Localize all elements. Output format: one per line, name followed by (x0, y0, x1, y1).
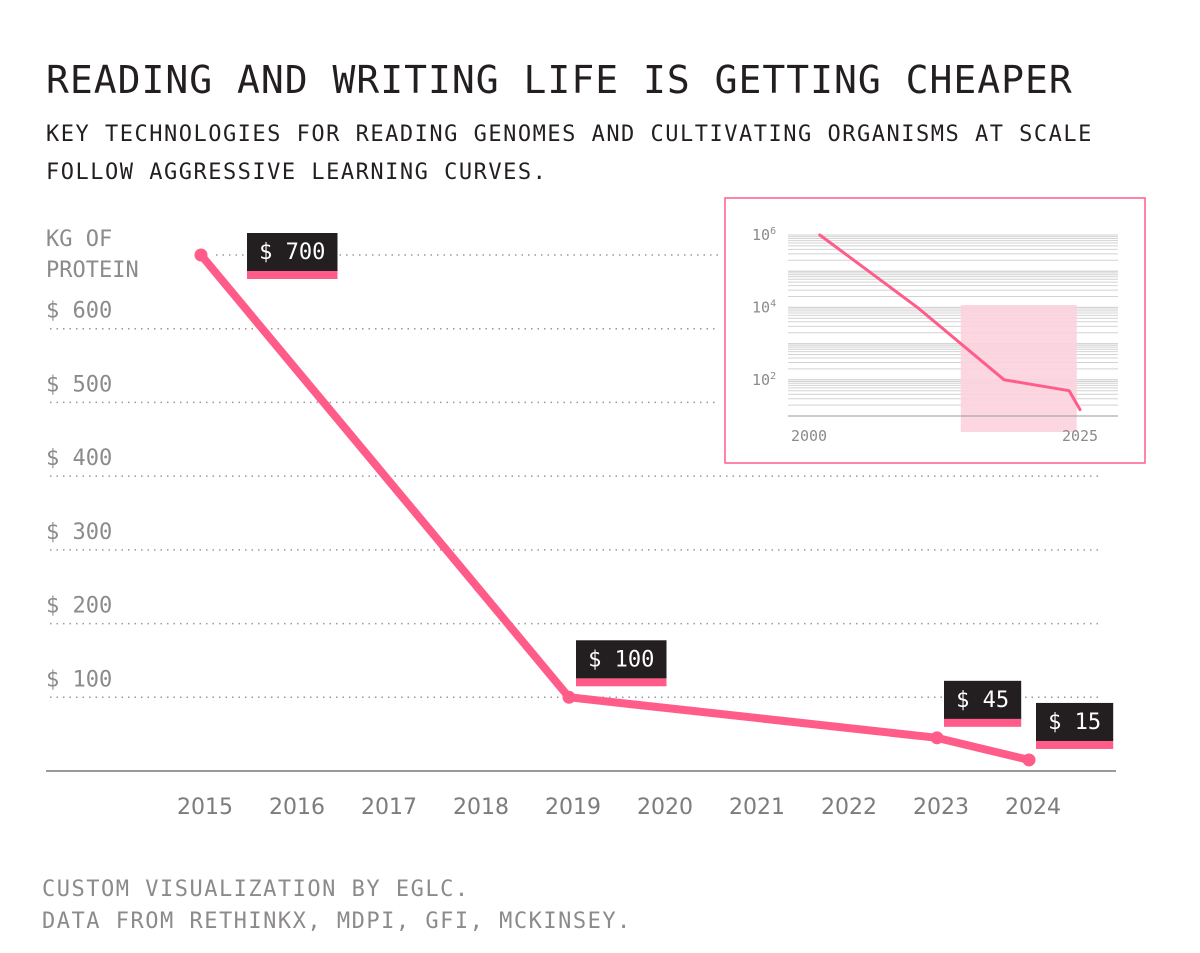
data-label-box (576, 640, 667, 679)
inset-series-line (818, 233, 1082, 412)
data-point (562, 690, 576, 704)
data-label-underline (247, 269, 338, 279)
x-tick-label: 2015 (177, 795, 233, 820)
y-axis-title-line1: KG OF (46, 227, 112, 252)
data-label-box (247, 233, 338, 271)
inset-frame (724, 197, 1146, 464)
data-label-text: $ 15 (1048, 710, 1101, 735)
data-label-box (1036, 702, 1114, 741)
x-tick-label: 2018 (453, 795, 509, 820)
y-tick-label: $ 400 (46, 446, 112, 471)
y-tick-label: $ 100 (46, 667, 112, 692)
inset-x-tick-labels: 2000 2025 (791, 427, 1098, 445)
x-tick-label: 2024 (1005, 795, 1061, 820)
chart-subtitle: KEY TECHNOLOGIES FOR READING GENOMES AND… (46, 122, 1093, 185)
y-axis-title-line2: PROTEIN (46, 258, 139, 283)
data-point (1022, 753, 1036, 767)
x-tick-label: 2019 (545, 795, 601, 820)
inset-x-tick-label: 2000 (791, 427, 827, 445)
y-tick-label: $ 200 (46, 594, 112, 619)
chart-title: READING AND WRITING LIFE IS GETTING CHEA… (46, 58, 1073, 102)
data-label-text: $ 700 (259, 240, 325, 265)
inset-highlight-region (960, 305, 1077, 432)
y-tick-label: $ 300 (46, 520, 112, 545)
x-tick-labels: 2015 2016 2017 2018 2019 2020 2021 2022 2023 2024 (177, 795, 1061, 820)
x-tick-label: 2021 (729, 795, 785, 820)
data-labels: $ 700 $ 100 $ 45 $ 15 (247, 233, 1114, 749)
x-tick-label: 2017 (361, 795, 417, 820)
footer-credits: CUSTOM VISUALIZATION BY EGLC. DATA FROM … (42, 874, 632, 938)
data-label: $ 15 (1036, 702, 1114, 749)
footer-credit-line: CUSTOM VISUALIZATION BY EGLC. (42, 877, 470, 902)
x-tick-label: 2020 (637, 795, 693, 820)
data-label-underline (576, 676, 667, 687)
data-label: $ 100 (576, 640, 667, 687)
footer-source-line: DATA FROM RETHINKX, MDPI, GFI, MCKINSEY. (42, 909, 632, 934)
y-tick-label: $ 500 (46, 372, 112, 397)
data-point (194, 248, 208, 262)
data-label-text: $ 45 (956, 688, 1009, 713)
data-label-underline (944, 716, 1022, 727)
data-label: $ 700 (247, 233, 338, 279)
x-tick-label: 2023 (913, 795, 969, 820)
data-label-text: $ 100 (588, 647, 654, 672)
x-tick-label: 2022 (821, 795, 877, 820)
series-line-path (197, 251, 1033, 764)
x-tick-label: 2016 (269, 795, 325, 820)
data-label-box (944, 680, 1022, 719)
inset-series-path (818, 233, 1082, 412)
y-tick-labels: $ 600 $ 500 $ 400 $ 300 $ 200 $ 100 (46, 299, 112, 693)
grid-lines (50, 254, 1098, 699)
y-tick-label: $ 600 (46, 299, 112, 324)
inset-x-tick-label: 2025 (1062, 427, 1098, 445)
series-line (194, 248, 1036, 767)
data-label-underline (1036, 738, 1114, 749)
data-point (930, 731, 944, 745)
inset-highlight-rect (960, 305, 1077, 432)
data-label: $ 45 (944, 680, 1022, 727)
